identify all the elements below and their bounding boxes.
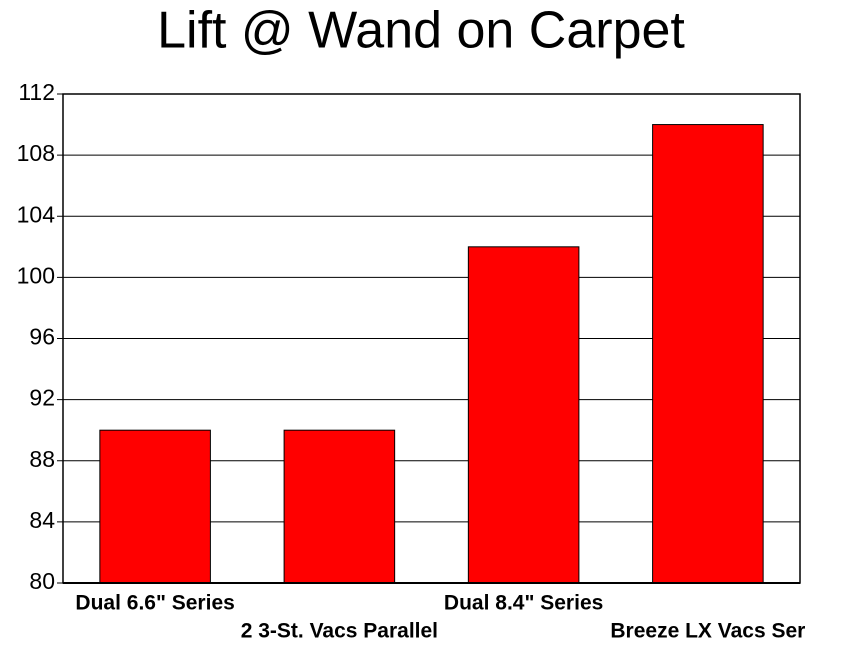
x-tick-label: 2 3-St. Vacs Parallel — [241, 620, 438, 643]
x-tick-label: Breeze LX Vacs Ser — [610, 620, 805, 643]
y-tick-label: 88 — [29, 446, 55, 472]
x-tick-label: Dual 8.4" Series — [444, 592, 603, 615]
y-tick-label: 80 — [29, 568, 55, 594]
chart-title: Lift @ Wand on Carpet — [157, 2, 685, 60]
y-tick-label: 108 — [17, 140, 55, 166]
y-tick-label: 112 — [18, 79, 55, 105]
y-tick-label: 92 — [29, 385, 55, 411]
bar — [99, 429, 211, 584]
bar — [283, 429, 396, 584]
y-tick-label: 100 — [17, 262, 55, 288]
bar — [652, 124, 764, 584]
x-tick-label: Dual 6.6" Series — [75, 592, 234, 615]
y-tick-label: 104 — [17, 201, 56, 227]
y-tick-label: 96 — [29, 324, 55, 350]
y-tick-label: 84 — [29, 507, 55, 533]
bar — [467, 246, 580, 584]
